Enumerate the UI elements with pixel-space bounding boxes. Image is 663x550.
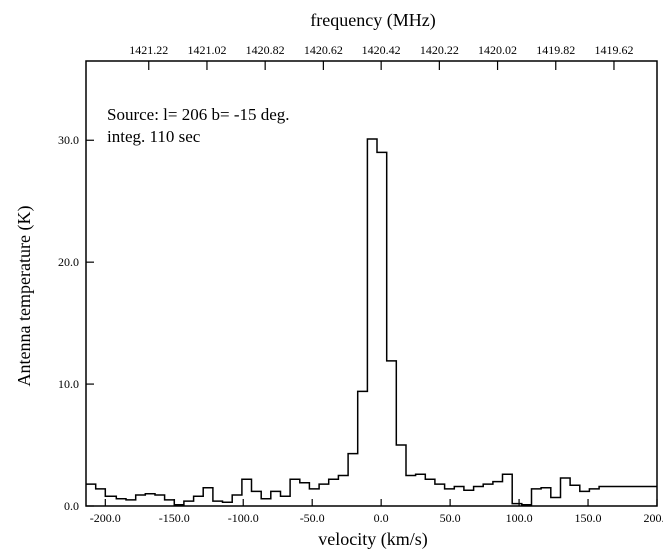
x-tick-label: 200.0 [644, 511, 663, 525]
integration-annotation: integ. 110 sec [107, 127, 201, 146]
x-axis-label: velocity (km/s) [318, 529, 427, 550]
bottom-axis-ticks: -200.0 -150.0 -100.0 -50.0 0.0 50.0 100.0 150.0… [90, 499, 663, 525]
top-axis-label: frequency (MHz) [310, 10, 435, 31]
antenna-temperature-spectrum [86, 138, 657, 506]
left-axis-ticks: 0.0 10.0 20.0 30.0 [58, 133, 94, 513]
x-tick-label: 0.0 [374, 511, 389, 525]
top-tick-label: 1420.02 [478, 43, 517, 57]
top-tick-label: 1419.82 [536, 43, 575, 57]
top-tick-label: 1419.62 [594, 43, 633, 57]
x-tick-label: -150.0 [159, 511, 190, 525]
y-tick-label: 0.0 [64, 499, 79, 513]
y-tick-label: 30.0 [58, 133, 79, 147]
x-tick-label: 100.0 [506, 511, 533, 525]
top-tick-label: 1420.82 [246, 43, 285, 57]
plot-frame [85, 60, 658, 507]
x-tick-label: -100.0 [228, 511, 259, 525]
top-tick-label: 1420.22 [420, 43, 459, 57]
top-tick-label: 1420.62 [304, 43, 343, 57]
x-tick-label: -50.0 [300, 511, 325, 525]
x-tick-label: -200.0 [90, 511, 121, 525]
top-tick-label: 1421.22 [129, 43, 168, 57]
y-tick-label: 20.0 [58, 255, 79, 269]
x-tick-label: 50.0 [440, 511, 461, 525]
x-tick-label: 150.0 [575, 511, 602, 525]
top-tick-label: 1421.02 [187, 43, 226, 57]
y-axis-label: Antenna temperature (K) [14, 206, 35, 387]
source-annotation: Source: l= 206 b= -15 deg. [107, 105, 290, 124]
top-tick-label: 1420.42 [362, 43, 401, 57]
top-axis-ticks: 1421.22 1421.02 1420.82 1420.62 1420.42 1420.… [129, 43, 633, 70]
y-tick-label: 10.0 [58, 377, 79, 391]
